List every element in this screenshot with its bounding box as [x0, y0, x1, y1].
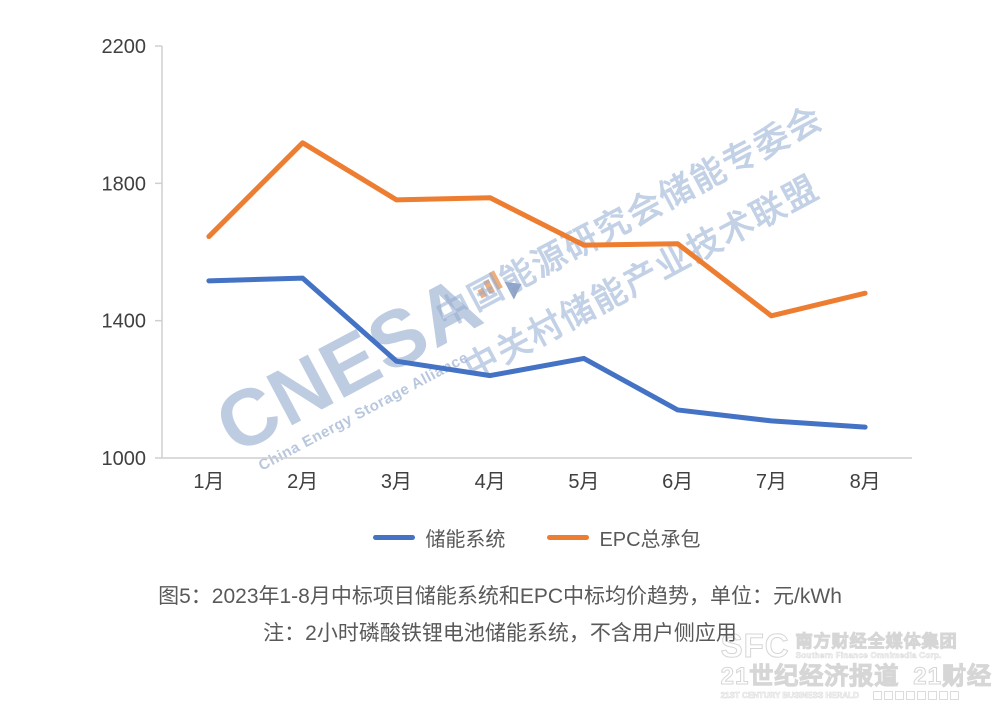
figure-caption: 图5：2023年1-8月中标项目储能系统和EPC中标均价趋势，单位：元/kWh … — [0, 578, 1000, 652]
y-axis-tick-label: 1000 — [102, 448, 147, 470]
legend-label: 储能系统 — [425, 529, 506, 551]
series-line-epc — [206, 140, 868, 319]
series-line-storage-system — [206, 275, 868, 430]
legend-item-storage-system: 储能系统 — [373, 523, 505, 552]
x-axis-tick-label: 3月 — [381, 471, 412, 493]
sfc-herald-en: 21ST CENTURY BUSINESS HERALD — [720, 691, 859, 701]
x-axis-tick-label: 1月 — [193, 471, 224, 493]
legend-item-epc: EPC总承包 — [547, 523, 701, 552]
chart-legend: 储能系统 EPC总承包 — [162, 523, 912, 552]
sfc-herald-cn: 21世纪经济报道 — [720, 663, 900, 690]
x-axis-tick-label: 7月 — [756, 471, 787, 493]
legend-label: EPC总承包 — [599, 529, 701, 551]
sfc-brand-cn: 21财经 — [913, 663, 992, 690]
line-chart-plot: 1000 1400 1800 2200 1月 2月 3月 4月 5月 6月 7月 8月 — [102, 36, 912, 493]
x-axis-tick-label: 5月 — [568, 471, 599, 493]
y-axis-tick-label: 1800 — [102, 173, 147, 195]
sfc-seal-squares — [872, 691, 959, 700]
legend-swatch-blue — [373, 535, 416, 540]
y-axis-tick-label: 2200 — [102, 36, 147, 58]
x-axis-tick-label: 8月 — [850, 471, 881, 493]
y-axis-tick-label: 1400 — [102, 311, 147, 333]
x-axis-tick-label: 4月 — [475, 471, 506, 493]
x-axis-tick-label: 6月 — [662, 471, 693, 493]
figure-caption-title: 图5：2023年1-8月中标项目储能系统和EPC中标均价趋势，单位：元/kWh — [158, 585, 842, 608]
figure-caption-note: 注：2小时磷酸铁锂电池储能系统，不含用户侧应用 — [263, 622, 737, 645]
legend-swatch-orange — [547, 535, 590, 540]
x-axis-tick-label: 2月 — [287, 471, 318, 493]
